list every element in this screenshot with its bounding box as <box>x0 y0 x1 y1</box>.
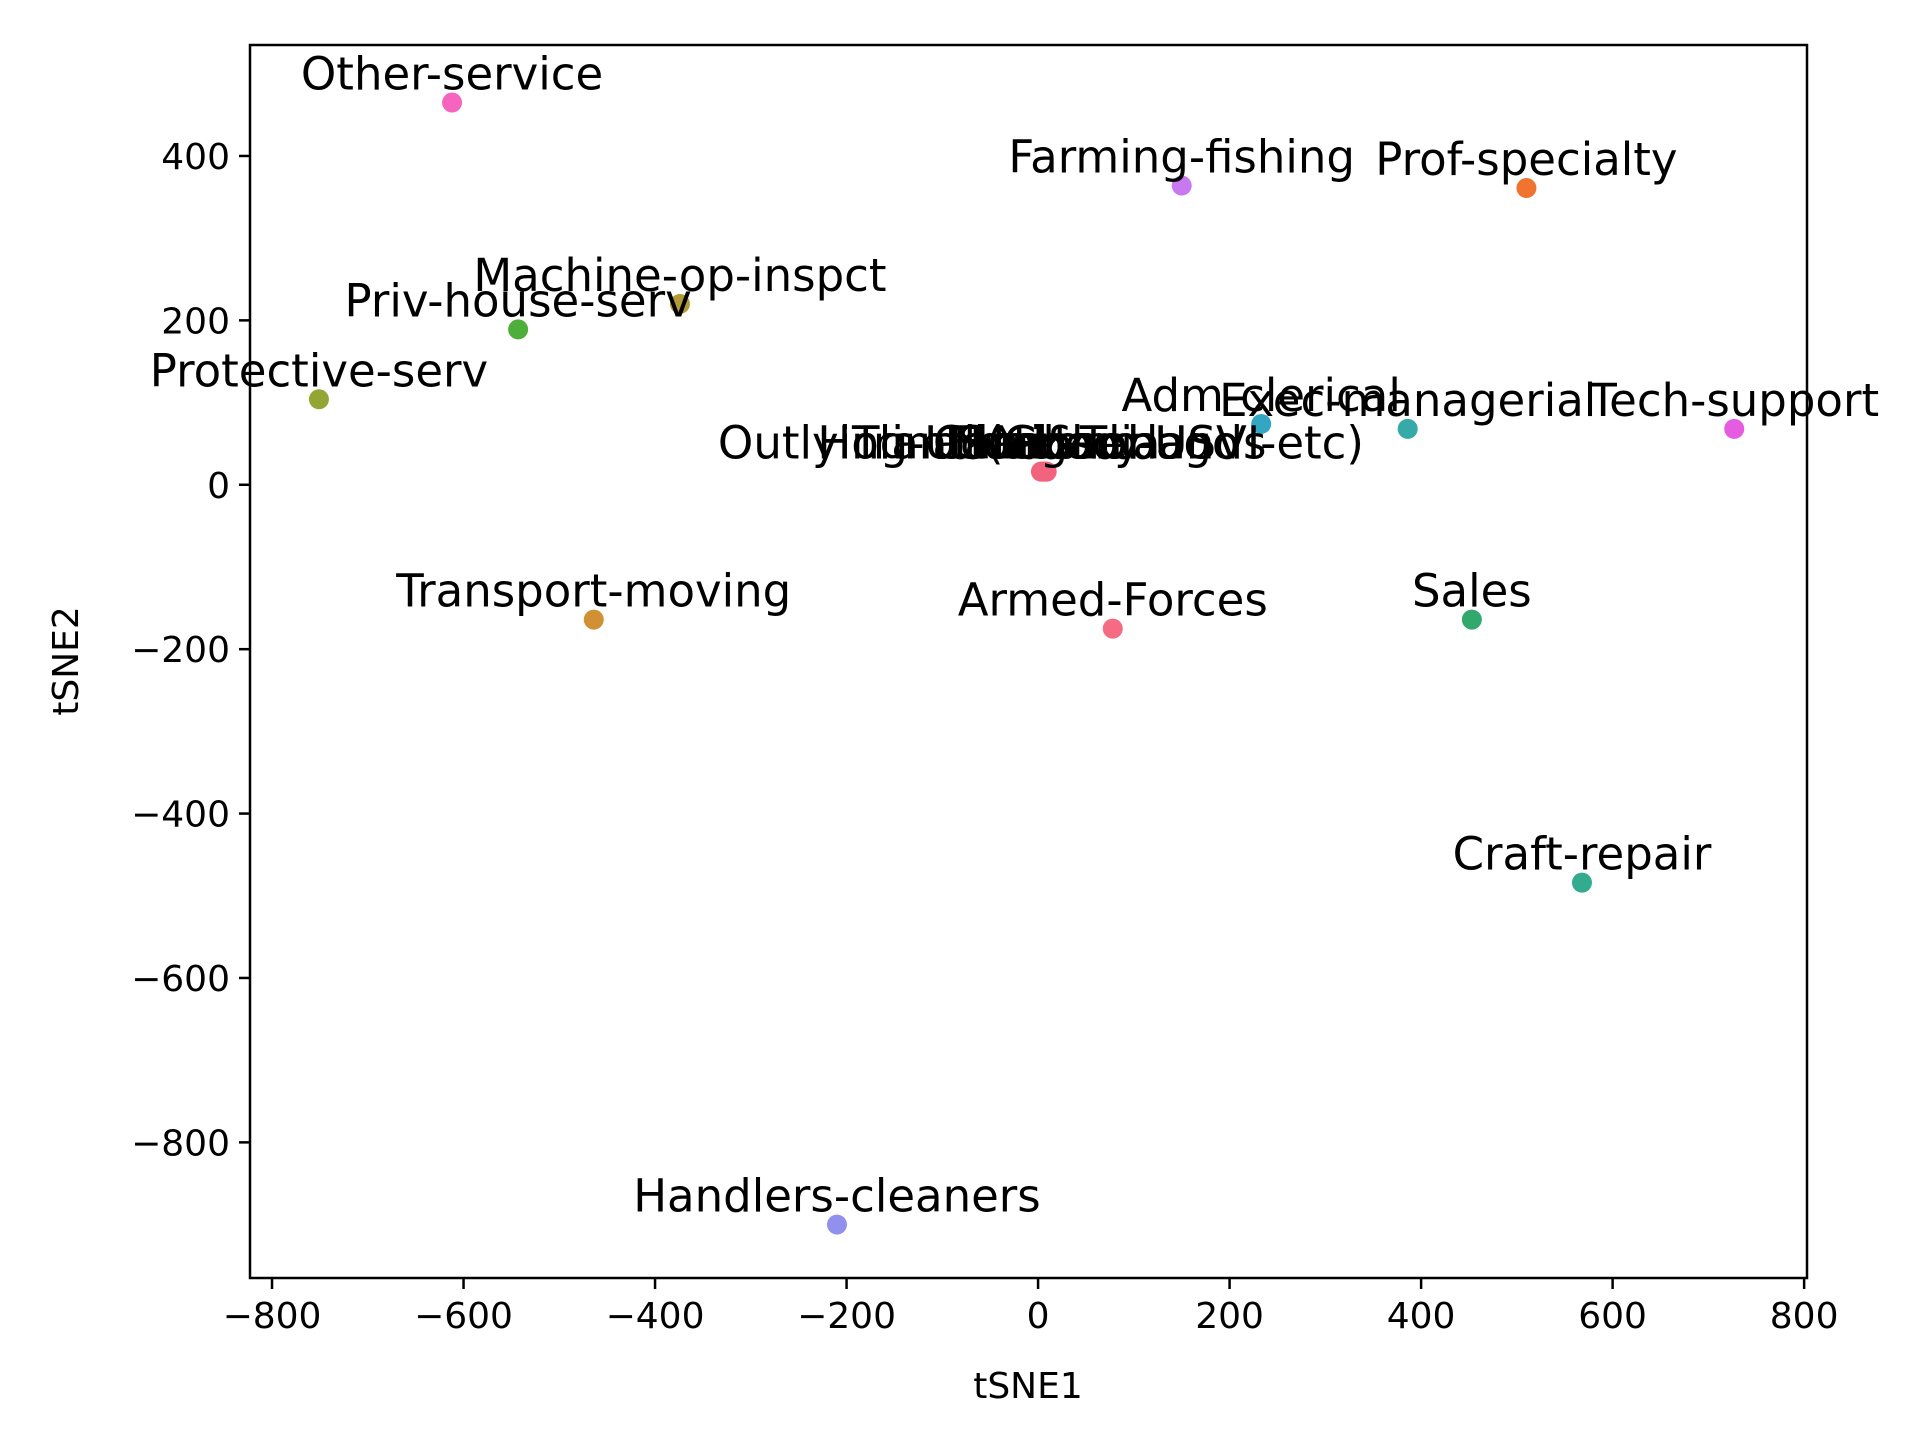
x-tick-label: 400 <box>1387 1296 1456 1337</box>
point-label: Hungary <box>949 417 1141 470</box>
point-label: Sales <box>1412 565 1532 618</box>
point-label: Laos <box>992 417 1096 470</box>
data-point <box>1461 609 1482 630</box>
point-label: Transport-moving <box>395 565 791 618</box>
x-tick-label: 600 <box>1578 1296 1647 1337</box>
point-label: Cambodia <box>933 417 1161 470</box>
point-label: Protective-serv <box>150 344 488 397</box>
data-point <box>1102 618 1123 639</box>
data-point <box>1397 418 1418 439</box>
y-tick-label: 200 <box>161 301 230 342</box>
y-axis: −800 −600 −400 −200 0 200 400 <box>131 137 250 1164</box>
x-tick-label: 0 <box>1027 1296 1050 1337</box>
data-point <box>669 293 690 314</box>
x-tick-label: −600 <box>414 1296 513 1337</box>
data-point <box>308 389 329 410</box>
point-label: Craft-repair <box>1453 828 1712 881</box>
data-point <box>583 609 604 630</box>
x-tick-label: −400 <box>606 1296 705 1337</box>
y-tick-label: 0 <box>207 466 230 507</box>
point-label: Adm-clerical <box>1121 369 1400 422</box>
point-label: Priv-house-serv <box>345 274 692 327</box>
data-point <box>1724 418 1745 439</box>
point-label: Thailand <box>945 417 1139 470</box>
point-label: Machine-op-inspct <box>473 249 886 302</box>
point-label: Armed-Forces <box>958 574 1268 627</box>
data-labels: Other-service Farming-fishing Prof-special… <box>150 48 1879 1223</box>
data-point <box>1036 461 1057 482</box>
plot-frame <box>248 43 1809 1280</box>
x-tick-label: 200 <box>1195 1296 1264 1337</box>
y-tick-label: −200 <box>131 630 230 671</box>
data-point <box>1171 175 1192 196</box>
data-point <box>508 319 529 340</box>
y-axis-label: tSNE2 <box>46 606 87 716</box>
x-axis: −800 −600 −400 −200 0 200 400 600 800 <box>223 1278 1839 1337</box>
data-point <box>1516 178 1537 199</box>
data-point <box>1571 872 1592 893</box>
point-label: Prof-specialty <box>1375 133 1677 186</box>
data-point <box>826 1214 847 1235</box>
point-label: Farming-fishing <box>1008 131 1355 184</box>
y-tick-label: −400 <box>131 795 230 836</box>
point-label: Outlying-US(Guam-USVI-etc) <box>718 417 1364 470</box>
point-label: Holand-Netherlands <box>817 417 1266 470</box>
y-tick-label: 400 <box>161 137 230 178</box>
point-label: Other-service <box>301 48 603 101</box>
data-point <box>442 92 463 113</box>
x-tick-label: −200 <box>797 1296 896 1337</box>
x-tick-label: −800 <box>223 1296 322 1337</box>
point-label: Trinadad&Tobago <box>851 417 1239 470</box>
x-tick-label: 800 <box>1770 1296 1839 1337</box>
x-axis-label: tSNE1 <box>973 1366 1083 1407</box>
y-tick-label: −800 <box>131 1123 230 1164</box>
point-label: Exec-managerial <box>1219 374 1596 427</box>
point-label: Handlers-cleaners <box>633 1170 1041 1223</box>
data-points <box>308 92 1745 1235</box>
point-label: Tech-support <box>1588 374 1879 427</box>
data-point <box>1251 413 1272 434</box>
y-tick-label: −600 <box>131 959 230 1000</box>
